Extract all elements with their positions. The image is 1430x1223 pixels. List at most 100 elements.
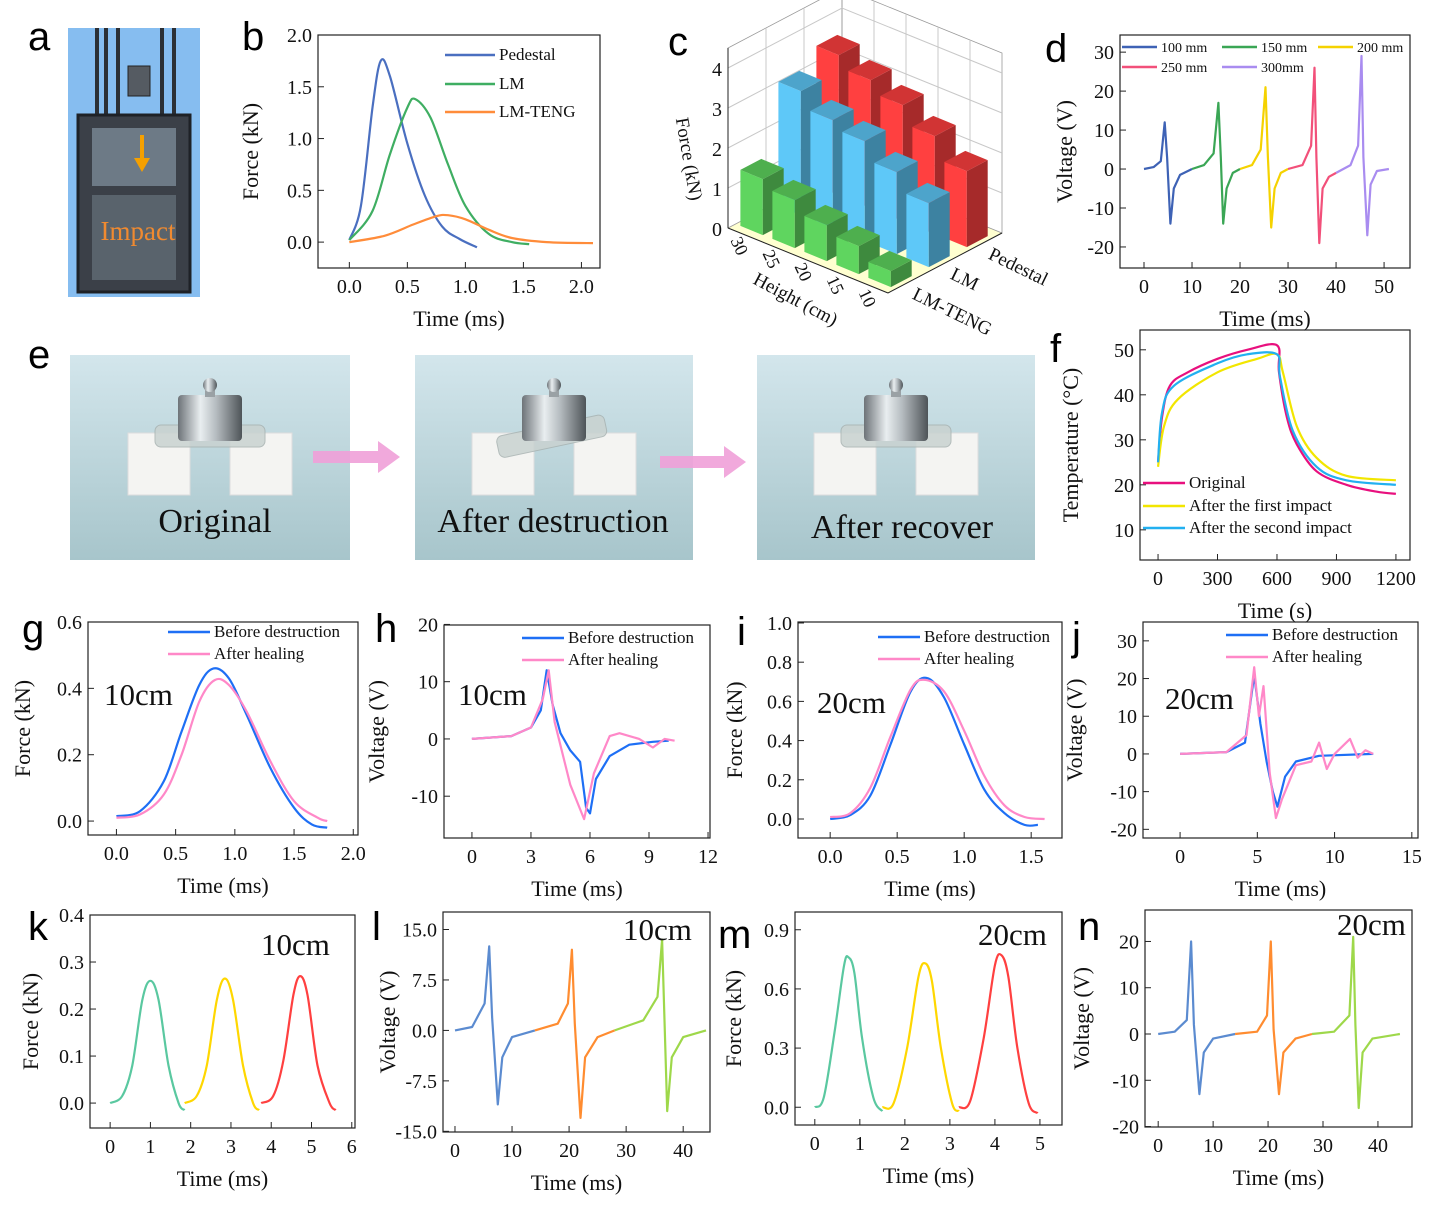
- y-tick-label: 1.0: [287, 129, 312, 151]
- y-axis-title: Force (kN): [18, 973, 43, 1070]
- bar-top: [944, 150, 988, 172]
- series-line-100-mm: [1143, 121, 1193, 225]
- impact-arrow-shaft: [140, 135, 144, 159]
- weight-cylinder: [864, 395, 928, 441]
- x-axis-title: Time (ms): [1233, 1165, 1324, 1190]
- x-tick-label: 0: [1139, 276, 1149, 298]
- plot-frame: [443, 624, 711, 839]
- process-arrow-icon: [313, 441, 400, 473]
- y-axis-title: Voltage (V): [1062, 679, 1087, 782]
- x-tick-label: 1: [855, 1133, 865, 1155]
- chart-g: 0.0 0.5 1.0 1.5 2.0 0.0 0.2 0.4 0.6 Time (ms) Forc…: [10, 612, 366, 898]
- bar-top: [868, 250, 912, 272]
- plot-frame: [317, 34, 601, 269]
- weight-cylinder: [522, 395, 586, 441]
- y-tick-label: 0: [1127, 744, 1137, 766]
- x-tick-label: 40: [1326, 276, 1346, 298]
- legend: Before destruction After healing: [522, 628, 695, 669]
- photo-sample-2: After destruction: [415, 355, 693, 560]
- z-tick-label: 2: [712, 139, 722, 161]
- height-tick-label: 15: [823, 273, 849, 298]
- y-tick-label: 0.0: [767, 809, 792, 831]
- bar-lm-teng-25: [772, 190, 795, 249]
- x-tick-label: 10: [1203, 1135, 1223, 1157]
- panel-letter-a: a: [28, 15, 51, 59]
- x-tick-label: 0.5: [163, 843, 188, 865]
- series-line-before-destruction: [471, 669, 669, 815]
- bar-top: [912, 115, 956, 137]
- y-tick-label: 1.5: [287, 77, 312, 99]
- series-line-before-destruction: [116, 667, 328, 829]
- panel-letter-j: j: [1071, 615, 1081, 659]
- y-tick-label: 0.6: [57, 612, 82, 634]
- legend-label: Before destruction: [214, 622, 341, 641]
- legend-label: Pedestal: [499, 45, 556, 64]
- y-tick-label: 0.0: [412, 1020, 437, 1042]
- panel-letter-l: l: [372, 905, 381, 949]
- y-tick-label: 0: [1104, 159, 1114, 181]
- legend: Pedestal LM LM-TENG: [445, 45, 575, 121]
- series-line-after-healing: [829, 678, 1045, 821]
- y-tick-label: -20: [1110, 819, 1137, 841]
- x-tick-label: 1.5: [511, 276, 536, 298]
- x-tick-label: 0.5: [395, 276, 420, 298]
- x-tick-label: 3: [526, 846, 536, 868]
- x-tick-label: 10: [1182, 276, 1202, 298]
- legend: Original After the first impact After the …: [1143, 473, 1352, 537]
- chart-b: 0.0 0.5 1.0 1.5 2.0 0.0 0.5 1.0 1.5 2.0 Time (ms) F…: [238, 25, 601, 331]
- x-tick-label: 3: [226, 1136, 236, 1158]
- x-tick-label: 1.0: [222, 843, 247, 865]
- bar-top: [880, 84, 924, 106]
- condition-annotation: 10cm: [623, 912, 692, 947]
- x-axis-title: Time (ms): [1235, 876, 1326, 901]
- x-tick-label: 1.5: [282, 843, 307, 865]
- plot-frame: [1142, 621, 1419, 839]
- y-axis-title: Force (kN): [671, 116, 706, 202]
- x-tick-label: 2: [900, 1133, 910, 1155]
- x-tick-label: 40: [673, 1140, 693, 1162]
- x-tick-label: 300: [1203, 568, 1233, 590]
- plot-frame: [794, 911, 1063, 1126]
- bar-top: [778, 70, 822, 92]
- x-tick-label: 5: [1252, 846, 1262, 868]
- series-line-250-mm: [1287, 66, 1337, 245]
- x-tick-label: 0.0: [818, 846, 843, 868]
- x-tick-label: 4: [266, 1136, 276, 1158]
- series-line-1: [1158, 940, 1236, 1096]
- y-tick-label: 20: [1094, 81, 1114, 103]
- legend-label: 150 mm: [1261, 41, 1307, 56]
- weight-cylinder: [178, 395, 242, 441]
- y-tick-label: 0: [428, 729, 438, 751]
- panel-letter-g: g: [22, 607, 44, 651]
- condition-annotation: 10cm: [104, 677, 173, 712]
- x-tick-label: 1.0: [952, 846, 977, 868]
- bar-side: [890, 260, 912, 288]
- bar-side: [966, 160, 988, 248]
- y-tick-label: 0.0: [764, 1097, 789, 1119]
- guide-rail: [116, 28, 120, 123]
- y-axis-title: Voltage (V): [375, 971, 400, 1074]
- y-axis-title: Force (kN): [721, 970, 746, 1067]
- legend-label: 100 mm: [1161, 41, 1207, 56]
- x-tick-label: 10: [1325, 846, 1345, 868]
- y-tick-label: 30: [1094, 42, 1114, 64]
- y-tick-label: 30: [1117, 631, 1137, 653]
- x-tick-label: 40: [1368, 1135, 1388, 1157]
- bar-lm-teng-30: [740, 169, 763, 236]
- condition-annotation: 20cm: [1337, 907, 1406, 942]
- y-tick-label: 2.0: [287, 25, 312, 47]
- bar-top: [816, 34, 860, 56]
- photo-sample-3: After recover: [757, 355, 1035, 560]
- x-tick-label: 0.0: [104, 843, 129, 865]
- chart-l: 0 10 20 30 40 -15.0 -7.5 0.0 7.5 15.0 Time (ms) Vol…: [375, 911, 711, 1195]
- plot-frame: [442, 911, 711, 1133]
- panel-letter-k: k: [28, 905, 49, 949]
- series-line-200-mm: [1239, 86, 1289, 229]
- legend-label: LM-TENG: [499, 102, 575, 121]
- x-tick-label: 0: [467, 846, 477, 868]
- y-tick-label: 20: [1114, 475, 1134, 497]
- y-tick-label: 0.2: [767, 770, 792, 792]
- x-tick-label: 2.0: [569, 276, 594, 298]
- y-tick-label: 0.6: [764, 979, 789, 1001]
